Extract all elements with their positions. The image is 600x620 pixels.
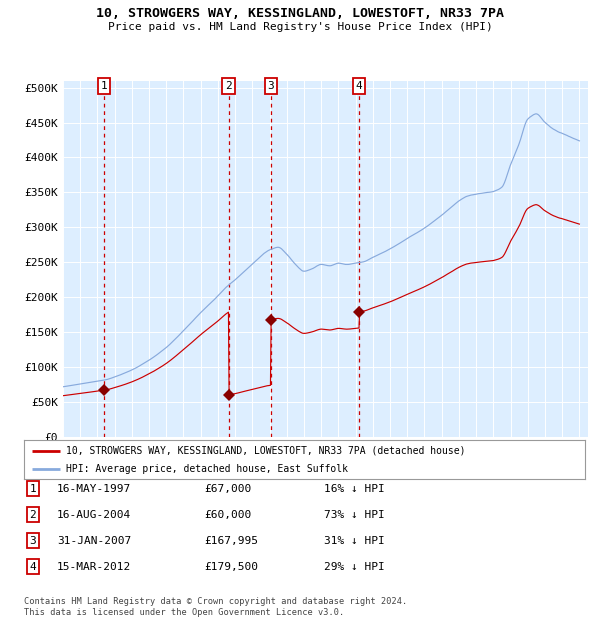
Text: 2: 2 [225, 81, 232, 91]
Text: 10, STROWGERS WAY, KESSINGLAND, LOWESTOFT, NR33 7PA: 10, STROWGERS WAY, KESSINGLAND, LOWESTOF… [96, 7, 504, 20]
Text: Price paid vs. HM Land Registry's House Price Index (HPI): Price paid vs. HM Land Registry's House … [107, 22, 493, 32]
Text: 1: 1 [100, 81, 107, 91]
Text: Contains HM Land Registry data © Crown copyright and database right 2024.
This d: Contains HM Land Registry data © Crown c… [24, 598, 407, 617]
Text: 15-MAR-2012: 15-MAR-2012 [57, 562, 131, 572]
Text: 16% ↓ HPI: 16% ↓ HPI [324, 484, 385, 494]
Text: 1: 1 [29, 484, 37, 494]
Text: 4: 4 [356, 81, 362, 91]
Text: 10, STROWGERS WAY, KESSINGLAND, LOWESTOFT, NR33 7PA (detached house): 10, STROWGERS WAY, KESSINGLAND, LOWESTOF… [66, 446, 466, 456]
Text: £60,000: £60,000 [204, 510, 251, 520]
Text: 29% ↓ HPI: 29% ↓ HPI [324, 562, 385, 572]
Text: HPI: Average price, detached house, East Suffolk: HPI: Average price, detached house, East… [66, 464, 348, 474]
Text: 3: 3 [29, 536, 37, 546]
Text: £167,995: £167,995 [204, 536, 258, 546]
Text: 4: 4 [29, 562, 37, 572]
Text: 73% ↓ HPI: 73% ↓ HPI [324, 510, 385, 520]
Text: 16-AUG-2004: 16-AUG-2004 [57, 510, 131, 520]
Text: 31-JAN-2007: 31-JAN-2007 [57, 536, 131, 546]
Text: 3: 3 [268, 81, 274, 91]
Text: £179,500: £179,500 [204, 562, 258, 572]
Text: 16-MAY-1997: 16-MAY-1997 [57, 484, 131, 494]
Text: 31% ↓ HPI: 31% ↓ HPI [324, 536, 385, 546]
Text: £67,000: £67,000 [204, 484, 251, 494]
Text: 2: 2 [29, 510, 37, 520]
